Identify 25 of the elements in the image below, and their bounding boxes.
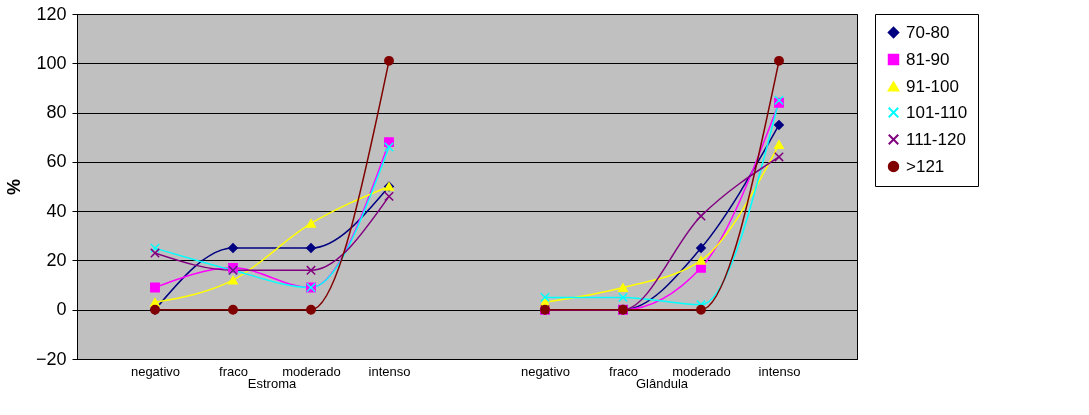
x-tick-label: moderado (672, 363, 731, 379)
text: Estroma (247, 376, 297, 391)
y-axis-title: % (3, 178, 24, 196)
y-tick-label: 100 (36, 52, 67, 73)
y-tick-label: 60 (46, 151, 67, 172)
legend-label: 70-80 (906, 22, 950, 42)
legend-label: 111-120 (906, 129, 966, 149)
y-tick-label: 0 (56, 299, 67, 320)
text: Glândula (635, 376, 689, 391)
x-tick-label: moderado (282, 363, 341, 379)
legend-label: >121 (906, 156, 945, 176)
x-tick-label: negativo (130, 363, 181, 379)
y-tick-label: 40 (46, 200, 67, 221)
x-tick-label: fraco (609, 363, 638, 379)
x-tick-label: intenso (368, 363, 411, 379)
y-tick-label: −20 (35, 348, 67, 369)
x-tick-label: fraco (219, 363, 248, 379)
x-tick-label: negativo (520, 363, 571, 379)
legend-label: 81-90 (906, 49, 950, 69)
legend-label: 101-110 (906, 102, 968, 122)
y-tick-label: 20 (46, 249, 67, 270)
y-tick-label: 120 (36, 3, 67, 24)
y-tick-label: 80 (46, 102, 67, 123)
legend-label: 91-100 (906, 76, 959, 96)
x-tick-label: intenso (758, 363, 801, 379)
